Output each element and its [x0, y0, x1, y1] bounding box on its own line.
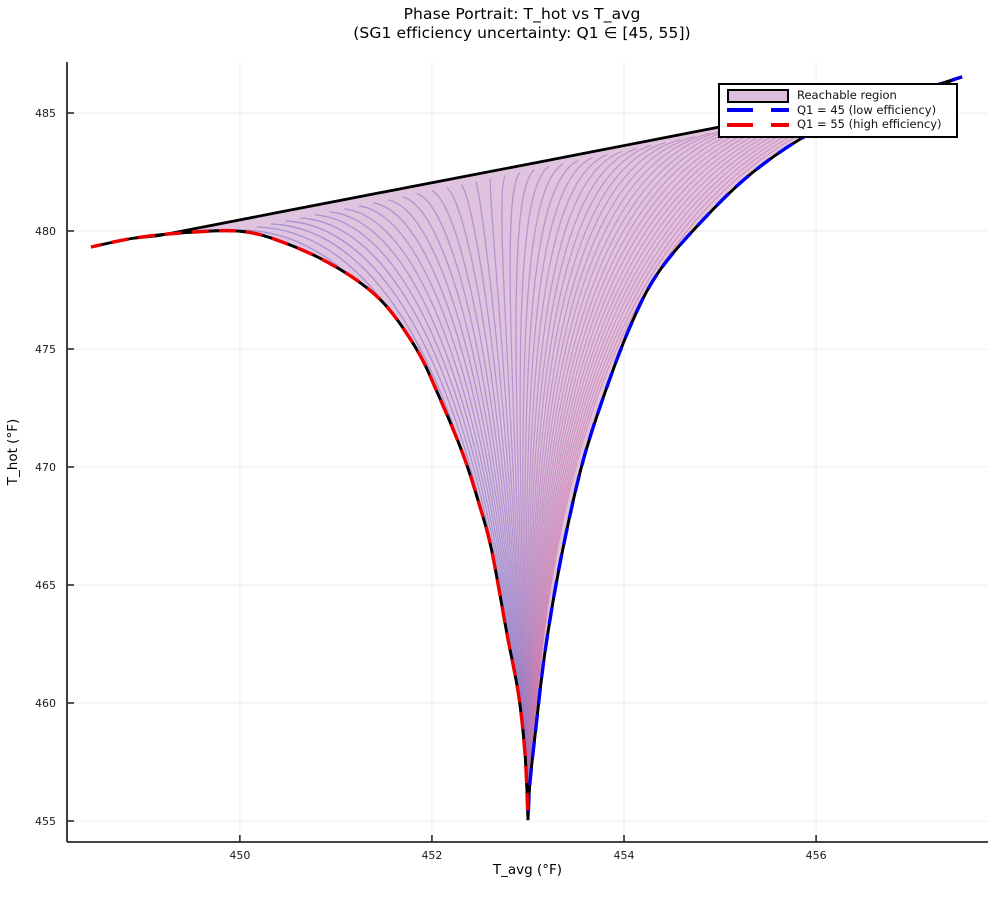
- trajectory-curve: [509, 172, 529, 820]
- q1-45-low-efficiency-curve: [526, 75, 963, 821]
- trajectory-curve: [402, 196, 528, 820]
- legend-swatch-q1-45: [727, 108, 789, 113]
- chart-title-line1: Phase Portrait: T_hot vs T_avg: [403, 5, 641, 23]
- trajectory-curve: [519, 166, 550, 820]
- chart-title: Phase Portrait: T_hot vs T_avg (SG1 effi…: [44, 5, 1000, 43]
- x-tick-label: 450: [229, 849, 250, 862]
- legend-swatch-q1-55: [727, 122, 789, 127]
- trajectory-curve: [524, 159, 579, 820]
- y-tick-label: 470: [35, 461, 56, 474]
- x-tick-label: 452: [421, 849, 442, 862]
- trajectory-curve: [460, 184, 528, 820]
- region-patch-icon: [727, 88, 789, 103]
- trajectory-curve: [522, 162, 564, 820]
- x-tick-label: 456: [806, 849, 827, 862]
- trajectory-curve: [388, 199, 528, 820]
- trajectory-curve: [526, 153, 608, 819]
- chart-title-line2: (SG1 efficiency uncertainty: Q1 ∈ [45, 5…: [353, 24, 691, 42]
- legend-item-q1-55: Q1 = 55 (high efficiency): [727, 117, 950, 132]
- y-tick-label: 460: [35, 697, 56, 710]
- legend-label-region: Reachable region: [797, 88, 897, 102]
- y-tick-label: 485: [35, 107, 56, 120]
- trajectory-curve: [446, 187, 528, 820]
- legend-item-q1-45: Q1 = 45 (low efficiency): [727, 102, 950, 118]
- trajectory-curve: [527, 144, 652, 819]
- y-tick-label: 465: [35, 579, 56, 592]
- trajectory-curve: [527, 138, 681, 819]
- trajectory-curve: [527, 147, 637, 819]
- trajectory-curve: [515, 169, 535, 820]
- blue-dash-icon: [727, 108, 789, 113]
- trajectory-curve: [527, 141, 667, 819]
- trajectory-curve: [431, 190, 528, 820]
- y-tick-label: 475: [35, 343, 56, 356]
- legend-item-reachable-region: Reachable region: [727, 88, 950, 103]
- x-axis-label: T_avg (°F): [492, 862, 562, 878]
- trajectory-curve: [525, 156, 594, 819]
- y-tick-label: 455: [35, 815, 56, 828]
- trajectory-curve: [526, 150, 623, 819]
- trajectory-curve: [475, 181, 528, 820]
- x-tick-label: 454: [614, 849, 635, 862]
- legend-swatch-region: [727, 88, 789, 103]
- legend-label-q1-55: Q1 = 55 (high efficiency): [797, 117, 942, 131]
- legend-label-q1-45: Q1 = 45 (low efficiency): [797, 102, 937, 117]
- trajectory-curve: [417, 193, 528, 820]
- y-tick-label: 480: [35, 225, 56, 238]
- legend: Reachable region Q1 = 45 (low efficiency…: [718, 83, 958, 138]
- q1-55-high-efficiency-curve: [90, 228, 530, 821]
- y-axis-label: T_hot (°F): [5, 419, 21, 486]
- red-dash-icon: [727, 122, 789, 127]
